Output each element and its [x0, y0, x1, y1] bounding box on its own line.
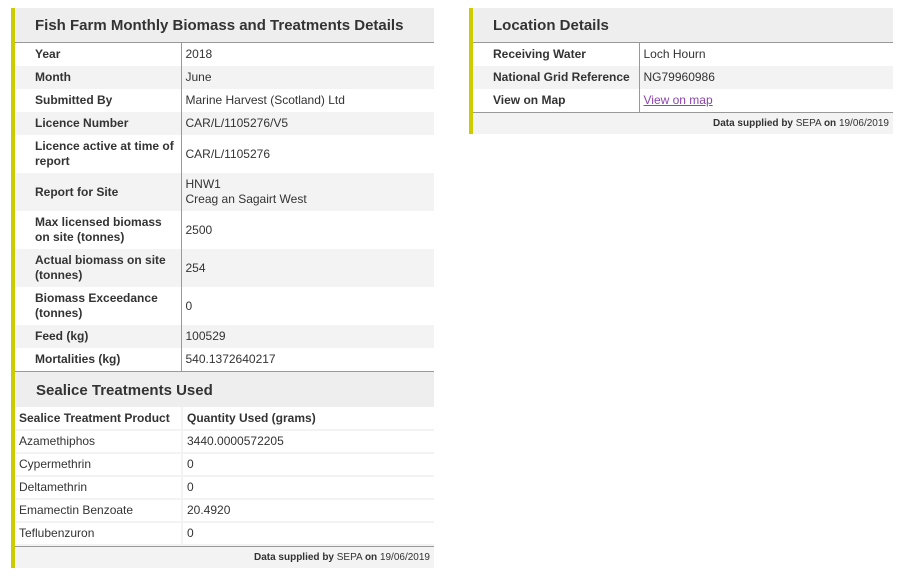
table-row: Month June — [15, 66, 434, 89]
table-row: Actual biomass on site (tonnes) 254 — [15, 249, 434, 287]
column-header: Sealice Treatment Product — [15, 407, 183, 431]
row-label: Year — [15, 43, 182, 66]
footer-prefix: Data supplied by — [712, 118, 793, 129]
sealice-table: Sealice Treatment Product Quantity Used (… — [15, 407, 434, 546]
quantity: 0 — [182, 453, 434, 477]
table-row: Max licensed biomass on site (tonnes) 250… — [15, 211, 434, 249]
table-row: Feed (kg) 100529 — [15, 325, 434, 348]
row-value: 100529 — [181, 325, 434, 348]
row-value: 540.1372640217 — [185, 352, 276, 366]
footer-source: SEPA — [795, 118, 822, 129]
row-value: CAR/L/1105276 — [185, 146, 271, 161]
location-table: Receiving Water Loch Hourn National Grid … — [473, 43, 893, 112]
table-row: Report for Site HNW1 Creag an Sagairt West — [15, 173, 434, 211]
quantity: 3440.0000572205 — [182, 430, 434, 454]
row-label: Month — [15, 66, 182, 89]
row-value: Marine Harvest (Scotland) Ltd — [185, 93, 345, 107]
quantity: 20.4920 — [182, 499, 434, 523]
table-row: Azamethiphos 3440.0000572205 — [15, 430, 434, 454]
biomass-title: Fish Farm Monthly Biomass and Treatments… — [15, 8, 434, 43]
table-row: National Grid Reference NG79960986 — [473, 66, 893, 89]
data-source-footer: Data supplied by SEPA on 19/06/2019 — [15, 546, 434, 568]
row-value: HNW1 Creag an Sagairt West — [181, 173, 434, 211]
table-row: Licence active at time of report CAR/L/11… — [15, 135, 434, 173]
table-row: Year 2018 — [15, 43, 434, 66]
data-source-footer: Data supplied by SEPA on 19/06/2019 — [473, 112, 893, 134]
product: Cypermethrin — [15, 453, 183, 477]
row-value: Loch Hourn — [643, 47, 706, 61]
quantity: 0 — [182, 476, 434, 500]
footer-date: 19/06/2019 — [379, 552, 430, 563]
row-label: Feed (kg) — [15, 325, 182, 348]
biomass-panel: Fish Farm Monthly Biomass and Treatments… — [11, 8, 434, 568]
table-row: Biomass Exceedance (tonnes) 0 — [15, 287, 434, 325]
location-title: Location Details — [473, 8, 893, 43]
location-panel: Location Details Receiving Water Loch Hou… — [469, 8, 893, 134]
product: Teflubenzuron — [15, 522, 183, 546]
table-row: Deltamethrin 0 — [15, 476, 434, 500]
table-row: View on Map View on map — [473, 89, 893, 112]
biomass-table: Year 2018 Month June Submitted By Marine Ha… — [15, 43, 434, 371]
view-on-map-link[interactable]: View on map — [643, 93, 713, 107]
row-label: View on Map — [473, 89, 640, 112]
site-code: HNW1 — [185, 177, 221, 191]
footer-mid: on — [364, 552, 378, 563]
footer-source: SEPA — [336, 552, 363, 563]
row-label: National Grid Reference — [473, 66, 640, 89]
table-row: Submitted By Marine Harvest (Scotland) Lt… — [15, 89, 434, 112]
column-header: Quantity Used (grams) — [182, 407, 434, 431]
table-row: Emamectin Benzoate 20.4920 — [15, 499, 434, 523]
row-label: Report for Site — [15, 173, 182, 211]
row-value: June — [181, 66, 434, 89]
row-value: 2500 — [185, 222, 213, 237]
footer-mid: on — [823, 118, 837, 129]
footer-date: 19/06/2019 — [838, 118, 889, 129]
table-row: Cypermethrin 0 — [15, 453, 434, 477]
row-label: Licence active at time of report — [15, 135, 182, 173]
row-label: Biomass Exceedance (tonnes) — [15, 287, 182, 325]
product: Deltamethrin — [15, 476, 183, 500]
row-value: CAR/L/1105276/V5 — [181, 112, 434, 135]
table-row: Mortalities (kg) 540.1372640217 — [15, 348, 434, 371]
row-value: View on map — [639, 89, 893, 112]
row-value: 0 — [185, 298, 193, 313]
row-label: Actual biomass on site (tonnes) — [15, 249, 182, 287]
row-label: Submitted By — [15, 89, 182, 112]
row-label: Max licensed biomass on site (tonnes) — [15, 211, 182, 249]
sealice-title: Sealice Treatments Used — [15, 371, 434, 407]
row-label: Licence Number — [15, 112, 182, 135]
table-header: Sealice Treatment Product Quantity Used (… — [15, 407, 434, 431]
product: Azamethiphos — [15, 430, 183, 454]
quantity: 0 — [182, 522, 434, 546]
footer-prefix: Data supplied by — [253, 552, 334, 563]
row-value: 2018 — [185, 47, 213, 61]
row-value: 254 — [181, 249, 434, 287]
row-label: Mortalities (kg) — [15, 348, 182, 371]
table-row: Licence Number CAR/L/1105276/V5 — [15, 112, 434, 135]
row-label: Receiving Water — [473, 43, 640, 66]
product: Emamectin Benzoate — [15, 499, 183, 523]
table-row: Teflubenzuron 0 — [15, 522, 434, 546]
row-value: NG79960986 — [639, 66, 893, 89]
site-name: Creag an Sagairt West — [185, 192, 307, 206]
table-row: Receiving Water Loch Hourn — [473, 43, 893, 66]
